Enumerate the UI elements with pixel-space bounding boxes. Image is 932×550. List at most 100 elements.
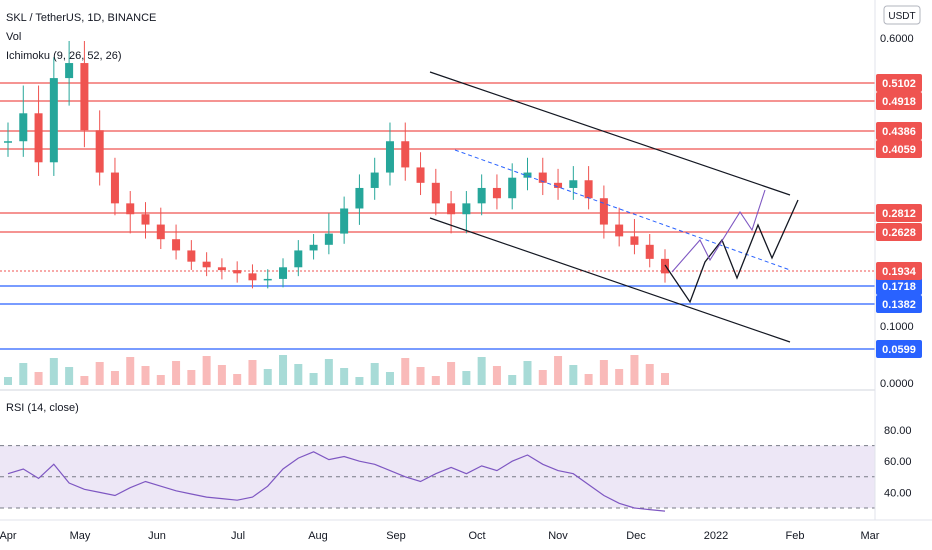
price-level-label: 0.0599	[876, 340, 922, 358]
volume-indicator-label[interactable]: Vol	[6, 31, 21, 43]
candle-body	[141, 214, 150, 225]
volume-bar	[630, 355, 639, 385]
volume-bar	[599, 360, 608, 385]
candle-body	[324, 233, 333, 245]
price-level-badge	[876, 204, 922, 222]
volume-bar	[156, 375, 165, 385]
candle-body	[233, 270, 242, 274]
volume-bar	[431, 376, 440, 385]
volume-bar	[569, 365, 578, 385]
projection-path-alt[interactable]	[671, 189, 766, 273]
candle-body	[599, 198, 608, 225]
price-level-badge	[876, 277, 922, 295]
price-level-value: 0.1382	[882, 299, 916, 311]
current-price-label: 0.1934	[876, 262, 922, 280]
candle-body	[19, 113, 28, 142]
candle-body	[294, 250, 303, 268]
candle-body	[110, 172, 119, 204]
price-level-value: 0.5102	[882, 78, 916, 90]
candle-body	[431, 182, 440, 204]
price-axis-tick: 0.0000	[880, 378, 914, 390]
currency-badge[interactable]	[883, 5, 921, 25]
candle-body	[630, 236, 639, 245]
time-axis-tick: Apr	[0, 530, 17, 542]
volume-bar	[477, 357, 486, 385]
time-axis-tick: 2022	[704, 530, 728, 542]
candle-body	[554, 182, 563, 188]
candle-body	[80, 63, 89, 131]
volume-bar	[279, 355, 288, 385]
channel-lower-line[interactable]	[429, 217, 791, 343]
volume-bar	[492, 366, 501, 385]
ichimoku-indicator-label[interactable]: Ichimoku (9, 26, 52, 26)	[6, 50, 122, 62]
candle-body	[95, 130, 104, 173]
price-axis[interactable]: 0.5102 0.4918 0.4386 0.4059 0.2812 0.2628 0.17…	[876, 33, 922, 499]
candle-body	[187, 250, 196, 262]
time-axis-tick: Nov	[548, 530, 568, 542]
volume-bar	[49, 358, 58, 385]
volume-bar	[187, 370, 196, 385]
rsi-indicator-label[interactable]: RSI (14, close)	[6, 402, 79, 414]
candle-body	[477, 187, 486, 204]
time-axis-tick: Sep	[386, 530, 406, 542]
currency-badge-label: USDT	[888, 11, 915, 22]
candle-body	[584, 180, 593, 199]
volume-bar	[309, 373, 318, 385]
symbol-title[interactable]: SKL / TetherUS, 1D, BINANCE	[6, 12, 156, 24]
volume-bar	[401, 358, 410, 385]
candle-body	[156, 224, 165, 240]
price-level-badge	[876, 140, 922, 158]
time-axis-tick: May	[70, 530, 91, 542]
volume-bar	[217, 365, 226, 385]
rsi-axis-tick: 80.00	[884, 425, 912, 437]
price-level-badge	[876, 74, 922, 92]
volume-bar	[584, 374, 593, 385]
candle-body	[508, 177, 517, 199]
candle-body	[416, 167, 425, 183]
time-axis-tick: Jul	[231, 530, 245, 542]
volume-bar	[554, 356, 563, 385]
candle-body	[462, 203, 471, 215]
price-pane[interactable]	[0, 41, 875, 385]
price-level-value: 0.0599	[882, 344, 916, 356]
volume-bar	[645, 364, 654, 385]
volume-bar	[263, 369, 272, 385]
volume-bar	[248, 360, 257, 385]
rsi-pane[interactable]	[0, 445, 875, 512]
candle-body	[492, 187, 501, 199]
candle-body	[65, 63, 74, 79]
time-axis-tick: Feb	[786, 530, 805, 542]
volume-bar	[416, 367, 425, 385]
time-axis-tick: Oct	[468, 530, 485, 542]
candle-body	[279, 267, 288, 279]
candle-body	[202, 261, 211, 268]
channel-mid-line[interactable]	[454, 149, 791, 271]
price-level-label: 0.2628	[876, 223, 922, 241]
rsi-axis-tick: 60.00	[884, 456, 912, 468]
price-level-badge	[876, 295, 922, 313]
candle-body	[569, 180, 578, 188]
price-axis-tick: 0.1000	[880, 321, 914, 333]
candle-body	[645, 244, 654, 259]
price-axis-tick: 0.6000	[880, 33, 914, 45]
price-level-value: 0.2628	[882, 227, 916, 239]
rsi-line	[7, 451, 666, 512]
candle-body	[34, 113, 43, 163]
volume-bar	[141, 366, 150, 385]
projection-path[interactable]	[664, 199, 799, 304]
volume-bar	[202, 356, 211, 385]
candle-body	[248, 273, 257, 281]
price-level-label: 0.4059	[876, 140, 922, 158]
volume-bar	[19, 363, 28, 385]
time-axis[interactable]: Apr May Jun Jul Aug Sep Oct Nov Dec 2022 Feb Mar	[0, 530, 880, 542]
channel-upper-line[interactable]	[429, 71, 791, 196]
time-axis-tick: Mar	[861, 530, 880, 542]
candle-body	[217, 267, 226, 271]
time-axis-tick: Dec	[626, 530, 646, 542]
price-level-label: 0.1718	[876, 277, 922, 295]
volume-bar	[172, 361, 181, 385]
price-level-badge	[876, 122, 922, 140]
volume-bar	[661, 373, 669, 385]
current-price-value: 0.1934	[882, 266, 917, 278]
